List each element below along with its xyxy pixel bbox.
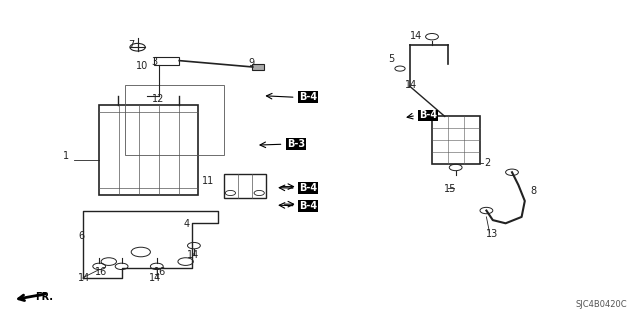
Bar — [432, 116, 480, 164]
Bar — [99, 105, 198, 195]
Text: 14: 14 — [410, 31, 422, 41]
Text: 14: 14 — [187, 250, 199, 260]
Text: 10: 10 — [136, 61, 148, 71]
Text: B-4: B-4 — [419, 110, 437, 121]
Text: 1: 1 — [63, 151, 69, 161]
Bar — [154, 57, 179, 65]
Text: 16: 16 — [154, 267, 166, 277]
Text: 3: 3 — [152, 56, 158, 67]
Text: 11: 11 — [202, 175, 214, 186]
Text: 14: 14 — [405, 80, 417, 91]
Text: 15: 15 — [444, 184, 456, 195]
Text: 9: 9 — [248, 58, 255, 68]
Text: 4: 4 — [184, 219, 190, 229]
Text: B-3: B-3 — [287, 139, 305, 149]
Text: 6: 6 — [78, 231, 84, 241]
Bar — [252, 64, 264, 70]
Text: FR.: FR. — [35, 292, 53, 302]
Text: 16: 16 — [95, 267, 107, 277]
Text: 8: 8 — [530, 186, 536, 196]
Text: B-4: B-4 — [299, 92, 317, 102]
Text: 7: 7 — [128, 40, 134, 50]
Text: 14: 14 — [78, 272, 90, 283]
Text: SJC4B0420C: SJC4B0420C — [575, 300, 627, 309]
Text: 13: 13 — [486, 228, 499, 239]
Text: 14: 14 — [148, 272, 161, 283]
Bar — [125, 85, 224, 155]
Bar — [224, 174, 266, 198]
Text: B-4: B-4 — [299, 183, 317, 193]
Text: 12: 12 — [152, 94, 164, 104]
Text: B-4: B-4 — [299, 201, 317, 211]
Text: 2: 2 — [484, 158, 491, 168]
Text: 5: 5 — [388, 54, 394, 64]
